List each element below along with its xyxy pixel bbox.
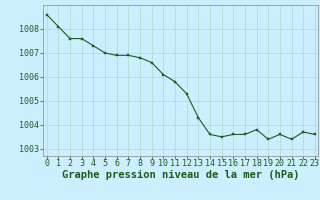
X-axis label: Graphe pression niveau de la mer (hPa): Graphe pression niveau de la mer (hPa) bbox=[62, 170, 300, 180]
